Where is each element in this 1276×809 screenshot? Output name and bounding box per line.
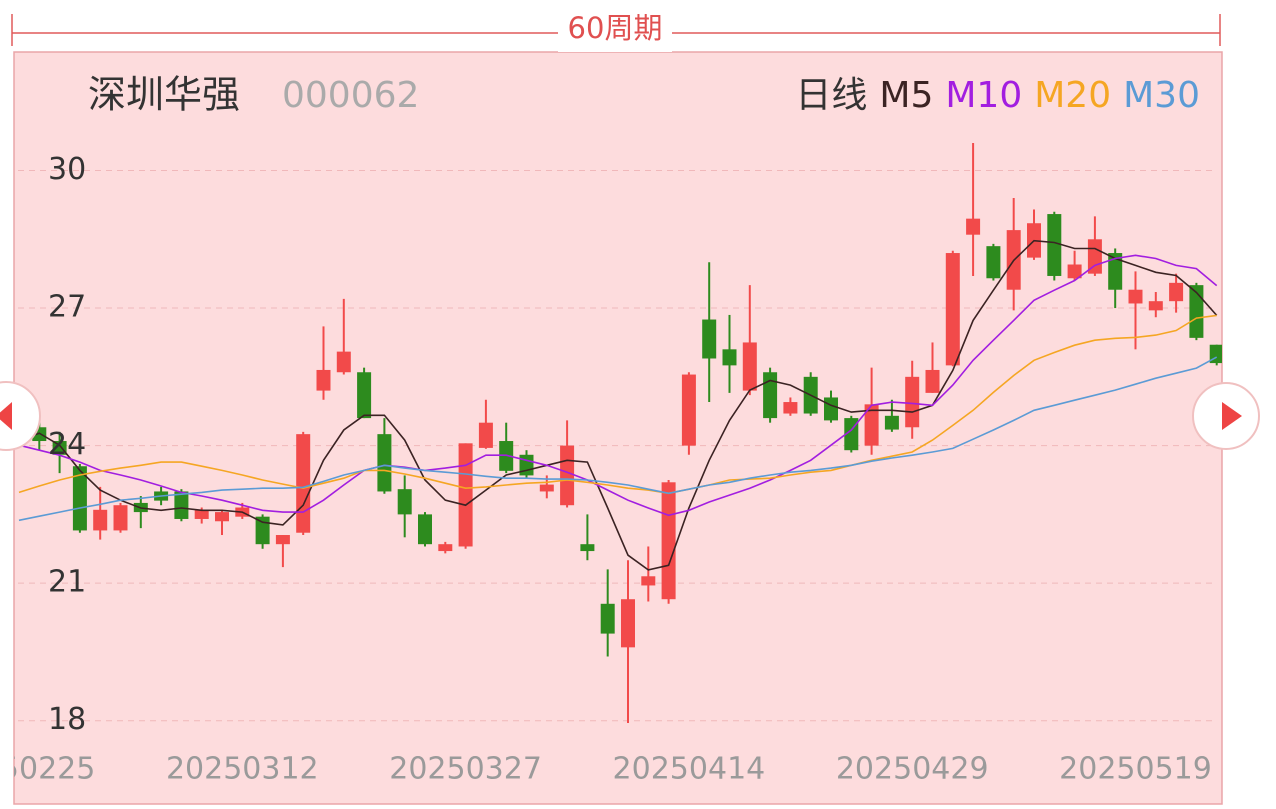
candle-body xyxy=(478,422,493,448)
x-tick-label: 20250225 xyxy=(0,752,95,787)
candle-body xyxy=(783,402,798,414)
candle-body xyxy=(1189,285,1204,338)
candle-body xyxy=(1047,214,1062,276)
candle-body xyxy=(621,599,635,648)
candle-body xyxy=(905,376,920,428)
candle-body xyxy=(174,491,189,519)
next-button[interactable] xyxy=(1192,382,1260,450)
legend-entry: M30 xyxy=(1123,75,1200,116)
legend-label: 日线 xyxy=(795,75,867,116)
candle-body xyxy=(600,603,615,634)
candle-body xyxy=(641,576,656,586)
axes: 18 21 24 27 30 20250225 20250312 20250327 202504… xyxy=(0,152,1212,787)
legend-entry: M5 xyxy=(879,75,933,116)
candle-body xyxy=(702,319,717,359)
grid xyxy=(18,170,1215,722)
x-tick-label: 20250414 xyxy=(613,752,766,787)
candle-body xyxy=(397,489,412,515)
y-tick-label: 24 xyxy=(48,427,86,462)
legend-entry: M10 xyxy=(945,75,1022,116)
candle-body xyxy=(1128,289,1143,304)
candle-body xyxy=(722,349,737,366)
period-label-bg xyxy=(558,12,672,52)
ma-line xyxy=(18,239,1218,571)
ma-line xyxy=(18,314,1217,495)
y-tick-label: 21 xyxy=(48,565,86,600)
x-tick-label: 20250327 xyxy=(389,752,542,787)
candle-body xyxy=(255,516,270,545)
chart-subtitle: 000062 xyxy=(282,75,419,116)
candle-body xyxy=(661,482,676,600)
candle-body xyxy=(275,535,290,545)
candle-body xyxy=(52,441,67,455)
candle-body xyxy=(316,369,331,391)
marks xyxy=(14,143,1222,723)
candle-body xyxy=(438,544,453,552)
period-label: 60周期 xyxy=(568,11,663,45)
candle-body xyxy=(966,218,981,235)
candle-body xyxy=(357,372,372,419)
y-tick-label: 27 xyxy=(48,290,86,325)
x-tick-label: 20250429 xyxy=(836,752,989,787)
candle-body xyxy=(864,404,879,446)
candle-body xyxy=(1108,253,1123,290)
candle-body xyxy=(296,434,311,533)
candle-body xyxy=(560,445,575,506)
candle-body xyxy=(925,369,940,393)
y-tick-label: 18 xyxy=(48,702,86,737)
legend-entry: M20 xyxy=(1034,75,1111,116)
candle-body xyxy=(336,351,351,373)
candle-body xyxy=(580,544,595,552)
candle-body xyxy=(1148,301,1163,311)
candle-body xyxy=(93,509,108,531)
candle-body xyxy=(763,372,778,419)
candle-body xyxy=(458,443,473,547)
candle-body xyxy=(742,342,757,391)
candle-body xyxy=(1169,282,1184,302)
candle-body xyxy=(884,415,899,430)
x-tick-label: 20250312 xyxy=(166,752,319,787)
chart-panel xyxy=(13,51,1223,805)
candle-body xyxy=(418,514,432,545)
legend: 日线 M5 M10 M20 M30 xyxy=(795,75,1200,116)
candle-body xyxy=(377,434,392,492)
ma-line xyxy=(18,356,1218,522)
candle-body xyxy=(72,466,87,531)
candle-body xyxy=(1067,264,1082,279)
x-tick-label: 20250519 xyxy=(1059,752,1212,787)
x-labels: 20250225 20250312 20250327 20250414 20250429… xyxy=(0,752,1212,787)
chart-title: 深圳华强 xyxy=(88,73,240,117)
candle-body xyxy=(539,484,554,492)
candle-body xyxy=(681,374,696,446)
candle-body xyxy=(945,253,960,366)
candle-body xyxy=(215,512,229,522)
prev-button[interactable] xyxy=(0,381,41,451)
y-tick-label: 30 xyxy=(48,152,86,187)
ma-line xyxy=(18,254,1218,517)
candle-body xyxy=(824,397,838,421)
candle-body xyxy=(113,505,128,531)
candle-body xyxy=(986,246,1001,279)
candle-body xyxy=(194,509,209,519)
